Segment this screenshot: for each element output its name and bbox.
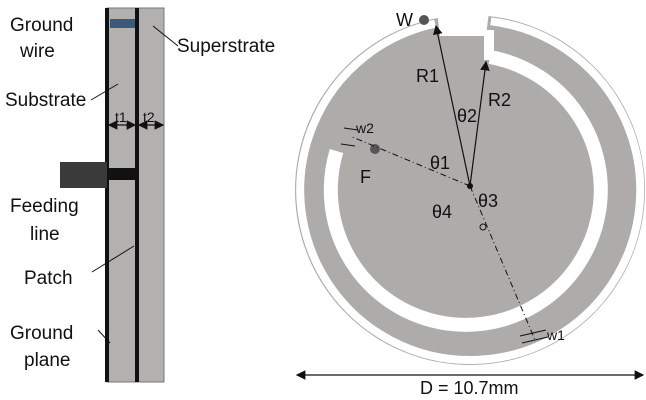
r2-arrow — [469, 60, 490, 187]
r1-arrow — [433, 24, 471, 187]
w1-label: w1 — [546, 327, 565, 343]
t1-label: t1 — [115, 109, 127, 125]
ground-wire-marker — [110, 19, 135, 28]
patch-line — [135, 8, 139, 382]
diameter-label: D = 10.7mm — [420, 378, 519, 398]
feeding-line-label-2: line — [30, 224, 60, 245]
ground-plane-label-1: Ground — [10, 323, 73, 344]
superstrate-layer — [137, 7, 165, 383]
ground-plane-line — [105, 8, 109, 382]
r2-label: R2 — [488, 90, 511, 110]
w2-tick-b — [340, 143, 356, 147]
substrate-leader — [90, 83, 119, 101]
ground-wire-label-1: Ground — [10, 15, 73, 36]
patch-leader — [91, 245, 135, 273]
ground-wire-via — [419, 15, 429, 25]
w2-label: w2 — [355, 120, 374, 136]
center-marker — [479, 223, 487, 231]
w-label: W — [396, 10, 413, 30]
feed-through — [107, 168, 137, 180]
top-gap — [436, 3, 490, 36]
theta4-label: θ4 — [432, 202, 452, 222]
feeding-line-block — [60, 162, 107, 188]
inner-ring-slot — [323, 50, 608, 332]
substrate-label: Substrate — [5, 90, 86, 111]
outer-ring-slot — [296, 17, 645, 365]
feeding-line-label-1: Feeding — [10, 196, 79, 217]
theta1-label: θ1 — [430, 153, 450, 173]
t2-label: t2 — [143, 109, 155, 125]
theta3-label: θ3 — [478, 191, 498, 211]
superstrate-label: Superstrate — [177, 36, 275, 57]
ground-wire-label-2: wire — [19, 41, 55, 62]
diagonal-line — [469, 185, 536, 341]
substrate-layer — [106, 7, 138, 383]
ground-plane-leader — [97, 329, 111, 344]
ground-plane-label-2: plane — [24, 350, 71, 371]
feed-via — [370, 144, 380, 154]
w2-tick-a — [343, 127, 359, 131]
side-view: t1 t2 Ground wire Superstrate Substrate … — [5, 7, 275, 383]
feed-angle-line — [349, 135, 471, 187]
w1-tick-b — [521, 336, 549, 344]
disk — [295, 15, 645, 365]
inner-notch — [484, 30, 494, 60]
superstrate-leader — [152, 25, 179, 47]
feed-label: F — [360, 167, 371, 187]
patch-label: Patch — [24, 268, 73, 289]
theta2-label: θ2 — [457, 106, 477, 126]
w1-tick-a — [519, 329, 547, 337]
top-view: W R1 R2 θ2 θ1 θ3 θ4 w2 w1 F D = 10.7mm — [295, 3, 645, 398]
r1-label: R1 — [416, 66, 439, 86]
